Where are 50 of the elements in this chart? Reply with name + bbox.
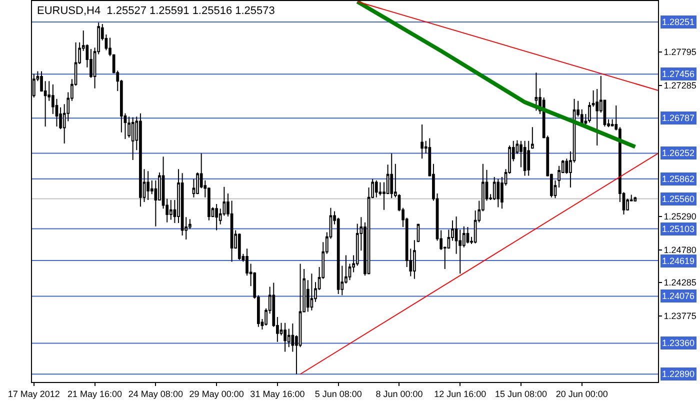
x-tick-label: 17 May 2012 xyxy=(8,388,60,399)
y-tick-label: 1.23775 xyxy=(664,311,696,322)
ref-line-label: 1.26252 xyxy=(662,148,695,158)
x-tick-label: 24 May 08:00 xyxy=(128,388,183,399)
candlestick xyxy=(527,140,530,176)
candlestick xyxy=(215,203,218,231)
ref-line-label: 1.24619 xyxy=(662,256,695,266)
candlestick xyxy=(180,172,184,236)
ref-line-label: 1.25103 xyxy=(662,224,695,234)
y-tick-label: 1.24780 xyxy=(664,245,696,256)
chart-title: EURUSD,H4 1.25527 1.25591 1.25516 1.25573 xyxy=(37,5,275,17)
line-series xyxy=(355,1,638,149)
candlestick xyxy=(523,140,526,176)
x-tick-label: 12 Jun 16:00 xyxy=(434,388,486,399)
y-tick-label: 1.27285 xyxy=(664,80,696,91)
x-tick-label: 21 May 16:00 xyxy=(68,388,122,399)
x-tick-label: 5 Jun 08:00 xyxy=(314,388,362,399)
candlestick xyxy=(496,178,500,208)
candlestick xyxy=(413,240,416,280)
candlestick xyxy=(108,37,112,57)
candlestick xyxy=(238,233,241,260)
y-tick-label: 1.24285 xyxy=(664,278,696,288)
candlestick xyxy=(146,170,150,201)
x-tick-label: 15 Jun 08:00 xyxy=(494,388,548,399)
candlestick xyxy=(139,112,142,208)
candlestick xyxy=(634,196,637,202)
x-tick-label: 29 May 00:00 xyxy=(189,388,244,399)
ref-line-label: 1.24076 xyxy=(662,291,695,301)
candlestick xyxy=(284,322,286,352)
ref-line-label: 1.25862 xyxy=(662,174,695,184)
candlestick xyxy=(131,116,134,160)
x-tick-label: 31 May 16:00 xyxy=(250,388,305,399)
ref-line-label: 1.26787 xyxy=(662,113,695,123)
candlestick xyxy=(420,124,424,160)
candlestick xyxy=(466,226,470,244)
candlestick xyxy=(169,200,172,220)
ref-line-label: 1.28251 xyxy=(662,17,695,27)
y-tick-label: 1.25290 xyxy=(664,212,696,222)
candlestick xyxy=(390,152,394,199)
ref-line-label: 1.22890 xyxy=(662,369,695,379)
candlestick xyxy=(530,126,534,150)
ref-line-label: 1.25560 xyxy=(662,194,695,204)
y-tick-label: 1.27795 xyxy=(664,47,696,58)
ref-line-label: 1.27456 xyxy=(662,69,695,79)
candlestick xyxy=(374,180,378,198)
x-tick-label: 8 Jun 00:00 xyxy=(376,388,423,399)
x-tick-label: 20 Jun 00:00 xyxy=(556,388,608,399)
ref-line-label: 1.23360 xyxy=(662,338,695,348)
candlestick xyxy=(534,72,538,112)
candlestick xyxy=(310,273,314,311)
